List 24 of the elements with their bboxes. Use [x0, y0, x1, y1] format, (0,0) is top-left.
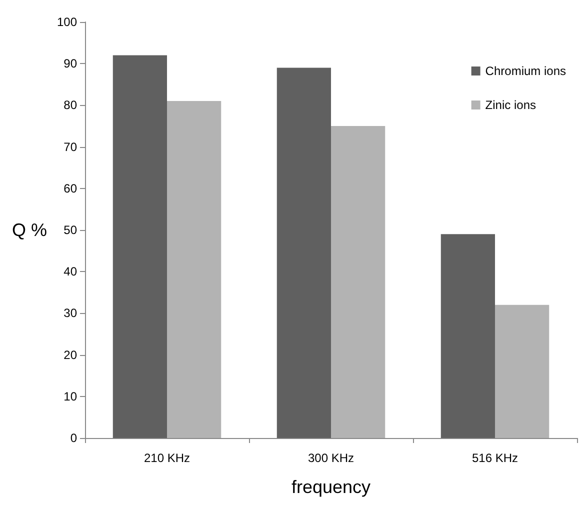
y-tick-label: 50 — [64, 223, 78, 237]
y-tick-label: 100 — [56, 15, 78, 29]
y-tick-label: 30 — [64, 306, 78, 320]
y-tick-label: 70 — [64, 140, 78, 154]
bar — [495, 304, 550, 438]
y-tick-label: 80 — [64, 98, 78, 112]
bar — [167, 101, 222, 438]
bar — [276, 68, 331, 438]
bar — [112, 55, 167, 438]
y-tick-label: 10 — [64, 389, 78, 404]
x-tick-label: 516 KHz — [472, 451, 518, 465]
legend-label: Zinic ions — [485, 98, 536, 112]
x-tick-label: 210 KHz — [144, 451, 190, 465]
x-tick-label: 300 KHz — [308, 451, 354, 465]
x-axis-title: frequency — [291, 477, 371, 497]
y-tick-label: 60 — [64, 181, 78, 196]
legend-label: Chromium ions — [485, 64, 566, 78]
bar — [440, 234, 495, 438]
y-tick-label: 0 — [70, 431, 78, 445]
y-tick-label: 20 — [64, 348, 78, 362]
y-axis-title: Q % — [12, 220, 47, 240]
y-tick-label: 90 — [64, 56, 78, 71]
bar — [331, 126, 386, 438]
y-tick-label: 40 — [64, 264, 78, 279]
